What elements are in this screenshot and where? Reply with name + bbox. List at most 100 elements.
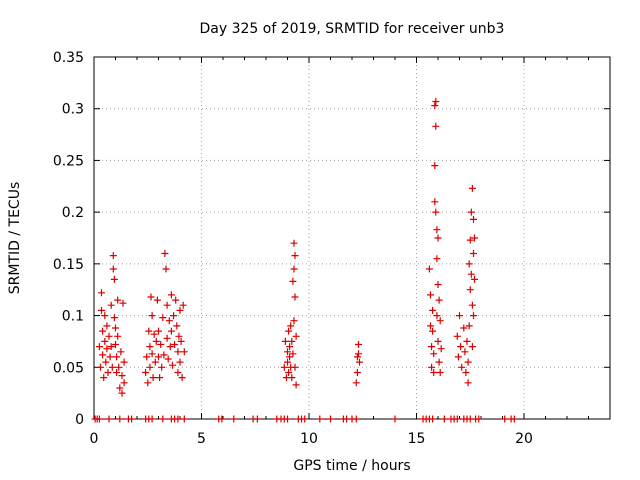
data-point [453, 332, 461, 340]
data-point [153, 296, 161, 304]
data-point [164, 355, 172, 363]
data-point [118, 389, 126, 397]
data-point [428, 363, 436, 371]
data-point [108, 363, 116, 371]
data-point [106, 353, 114, 361]
data-point [113, 353, 121, 361]
data-point [352, 379, 360, 387]
data-point [116, 384, 124, 392]
data-point [102, 358, 110, 366]
data-point [107, 343, 115, 351]
data-point [468, 301, 476, 309]
data-point [434, 281, 442, 288]
data-point [290, 265, 298, 273]
data-point [180, 415, 188, 423]
data-point [471, 275, 478, 283]
data-point [146, 363, 154, 371]
data-point [155, 327, 162, 335]
data-point [290, 317, 298, 325]
data-point [100, 374, 108, 382]
y-tick-label: 0.25 [53, 153, 84, 169]
data-point [435, 296, 443, 304]
data-point [119, 299, 127, 307]
data-point [464, 358, 472, 366]
data-point [113, 369, 121, 376]
data-point [355, 341, 362, 348]
data-point [146, 343, 154, 351]
data-point [285, 369, 293, 376]
data-point [174, 348, 182, 356]
data-point [148, 415, 156, 423]
data-point [114, 296, 122, 304]
data-point [158, 363, 166, 371]
data-point [467, 270, 475, 278]
data-point [437, 345, 445, 353]
data-point [434, 234, 442, 242]
data-point [176, 306, 184, 314]
data-point [287, 322, 295, 330]
x-axis-label: GPS time / hours [293, 458, 410, 474]
data-point [431, 162, 439, 170]
data-point [284, 348, 291, 356]
data-point [97, 363, 104, 371]
data-point [353, 369, 361, 376]
data-points [91, 98, 518, 423]
y-tick-label: 0.05 [53, 360, 84, 376]
data-point [427, 291, 434, 299]
data-point [173, 322, 181, 330]
data-point [114, 332, 122, 340]
data-point [432, 122, 440, 130]
data-point [151, 358, 159, 366]
data-point [174, 369, 182, 376]
data-point [120, 358, 128, 366]
axis-ticks: 0 5 10 15 20 0 0.05 0.1 0.15 0.2 0.25 0.3 0.35 [53, 50, 610, 447]
data-point [465, 260, 473, 268]
data-point [120, 379, 128, 387]
data-point [145, 327, 153, 335]
data-point [475, 415, 483, 423]
data-point [109, 252, 117, 260]
data-point [465, 322, 473, 330]
data-point [163, 301, 171, 309]
grid [94, 57, 610, 419]
data-point [292, 332, 300, 340]
data-point [291, 363, 299, 371]
data-point [163, 334, 171, 342]
data-point [117, 348, 125, 356]
y-tick-label: 0.15 [53, 257, 84, 273]
y-tick-label: 0.1 [62, 309, 84, 325]
data-point [147, 293, 155, 301]
data-point [280, 363, 288, 371]
data-point [462, 369, 470, 376]
data-point [281, 337, 289, 345]
x-tick-label: 10 [300, 431, 318, 447]
data-point [95, 343, 103, 351]
data-point [176, 358, 184, 366]
data-point [171, 341, 179, 348]
data-point [110, 314, 118, 322]
data-point [285, 327, 293, 335]
data-point [159, 415, 167, 423]
data-point [98, 306, 105, 314]
data-point [466, 236, 474, 244]
data-point [463, 337, 471, 345]
data-point [286, 353, 294, 361]
data-point [460, 324, 468, 332]
data-point [157, 341, 165, 348]
data-point [327, 415, 334, 423]
data-point [150, 330, 158, 338]
data-point [177, 337, 185, 345]
data-point [105, 415, 113, 423]
data-point [99, 327, 107, 335]
y-tick-label: 0.2 [62, 205, 84, 221]
data-point [152, 337, 160, 345]
data-point [116, 415, 124, 423]
data-point [429, 306, 437, 314]
data-point [161, 250, 169, 257]
data-point [118, 372, 126, 380]
data-point [289, 277, 297, 285]
data-point [433, 226, 441, 234]
data-point [142, 369, 150, 376]
data-point [454, 353, 462, 361]
